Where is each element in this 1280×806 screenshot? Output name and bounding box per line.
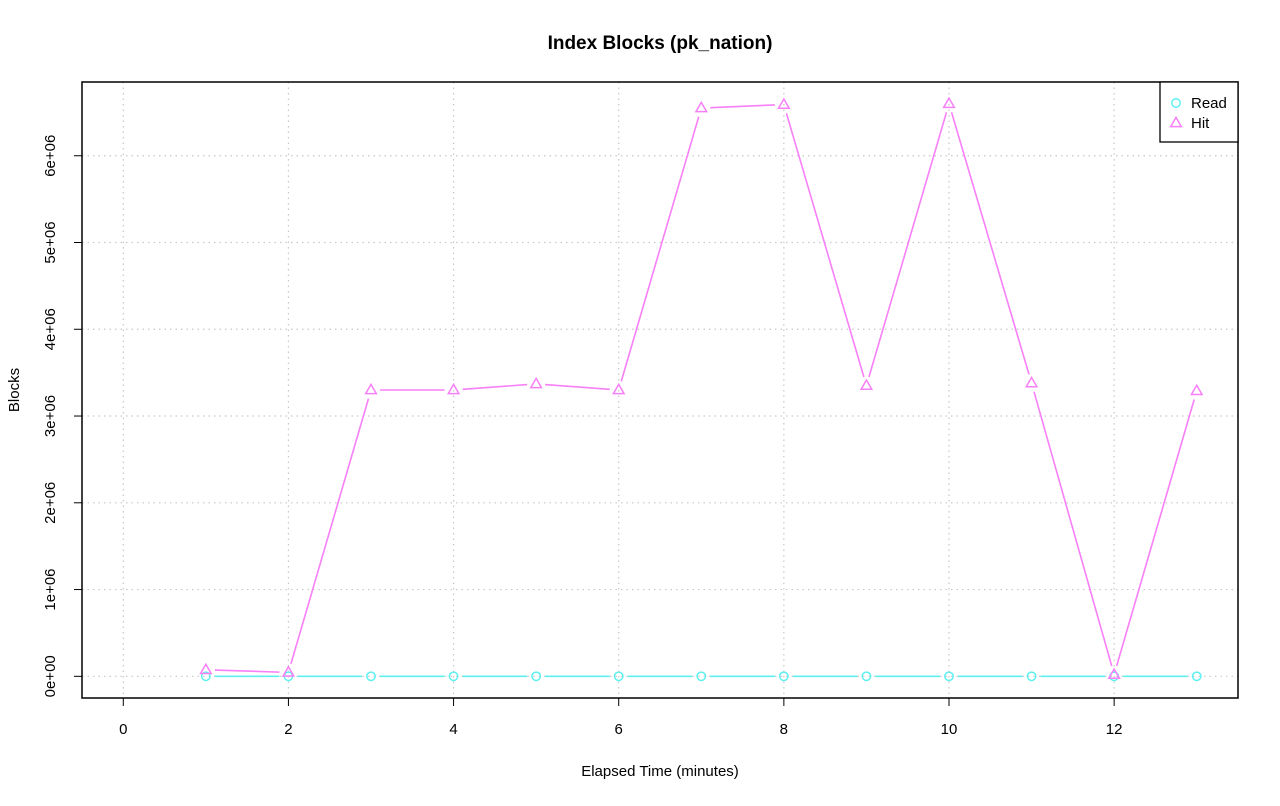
legend-box [1159,81,1239,143]
read-point [861,671,872,682]
x-axis-label: Elapsed Time (minutes) [581,763,739,780]
hit-point [281,665,296,677]
hit-point [942,96,956,109]
y-tick-label: 5e+06 [42,221,59,263]
read-point [1026,671,1037,682]
plot-frame [81,81,1239,699]
read-point [1191,671,1202,682]
hit-line-segment [868,112,948,378]
hit-line-segment [214,669,280,673]
hit-point [1024,375,1039,388]
read-point [778,671,789,682]
legend-label: Read [1191,95,1227,112]
x-tick-label: 8 [780,721,788,738]
x-tick-label: 2 [284,721,292,738]
x-tick-label: 6 [615,721,623,738]
hit-line-segment [462,383,528,391]
x-tick-label: 0 [119,721,127,738]
hit-point [364,382,378,395]
hit-line-segment [620,116,700,382]
read-point [200,671,211,682]
x-tick-label: 4 [449,721,457,738]
hit-point [1107,667,1121,679]
hit-line-segment [950,112,1030,375]
series-hit [199,96,1204,679]
x-tick-label: 10 [941,721,958,738]
read-point [613,671,624,682]
series-read [200,671,1202,682]
legend-hit-marker [1169,115,1183,128]
read-point [696,671,707,682]
hit-point [694,100,708,113]
legend-read-marker [1171,98,1181,108]
hit-line-segment [710,104,775,109]
y-tick-label: 4e+06 [42,308,59,350]
hit-point [529,376,543,389]
y-tick-label: 1e+06 [42,568,59,610]
legend-label: Hit [1191,115,1210,132]
hit-point [612,382,626,395]
hit-point [859,378,874,391]
y-tick-label: 0e+00 [42,655,59,697]
y-tick-label: 2e+06 [42,482,59,524]
read-point [366,671,376,682]
axes: 0 2 4 6 8 10 12 0e+00 1e+06 2e+06 3e+06 4e+06 5e+06 6… [42,135,1122,738]
hit-line-segment [1033,391,1113,667]
hit-point [446,382,461,395]
x-tick-label: 12 [1106,721,1123,738]
chart-title: Index Blocks (pk_nation) [548,33,773,54]
hit-line-segment [290,398,370,664]
read-point [531,671,542,682]
read-point [944,671,954,682]
y-tick-label: 3e+06 [42,395,59,437]
hit-line-segment [785,112,865,378]
legend: Read Hit [1159,81,1239,143]
y-tick-label: 6e+06 [42,135,59,177]
y-axis-label: Blocks [6,368,23,412]
hit-line-segment [1115,399,1195,667]
hit-line-segment [545,383,610,391]
grid [82,82,1238,698]
read-point [448,671,459,682]
hit-point [199,662,213,675]
hit-point [777,97,791,109]
series-layer [199,96,1204,682]
hit-point [1190,383,1204,396]
